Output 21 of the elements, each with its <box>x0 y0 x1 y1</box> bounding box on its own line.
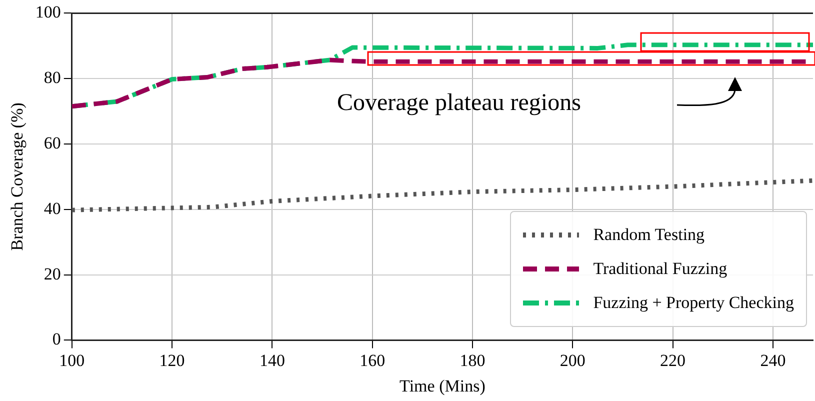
x-tick-label: 140 <box>259 350 285 370</box>
y-tick-label: 60 <box>44 133 61 152</box>
x-tick-label: 200 <box>560 350 586 370</box>
annotation: Coverage plateau regions <box>337 90 581 117</box>
legend-label: Fuzzing + Property Checking <box>593 293 794 313</box>
x-tick-label: 120 <box>159 350 185 370</box>
y-tick-label: 100 <box>35 2 61 22</box>
x-tick-label: 240 <box>760 350 786 370</box>
y-axis-title: Branch Coverage (%) <box>8 102 27 251</box>
x-axis-title: Time (Mins) <box>400 376 486 396</box>
y-tick-label: 20 <box>44 264 61 284</box>
line-series <box>72 178 813 212</box>
legend-label: Random Testing <box>593 225 705 245</box>
y-tick-label: 0 <box>52 330 61 349</box>
y-tick-label: 80 <box>44 68 61 88</box>
x-tick-label: 160 <box>360 350 386 370</box>
x-tick-label: 180 <box>460 350 486 370</box>
y-tick-label: 40 <box>44 198 61 218</box>
x-tick-label: 100 <box>59 350 85 370</box>
legend-label: Traditional Fuzzing <box>593 259 728 279</box>
x-tick-label: 220 <box>660 350 686 370</box>
